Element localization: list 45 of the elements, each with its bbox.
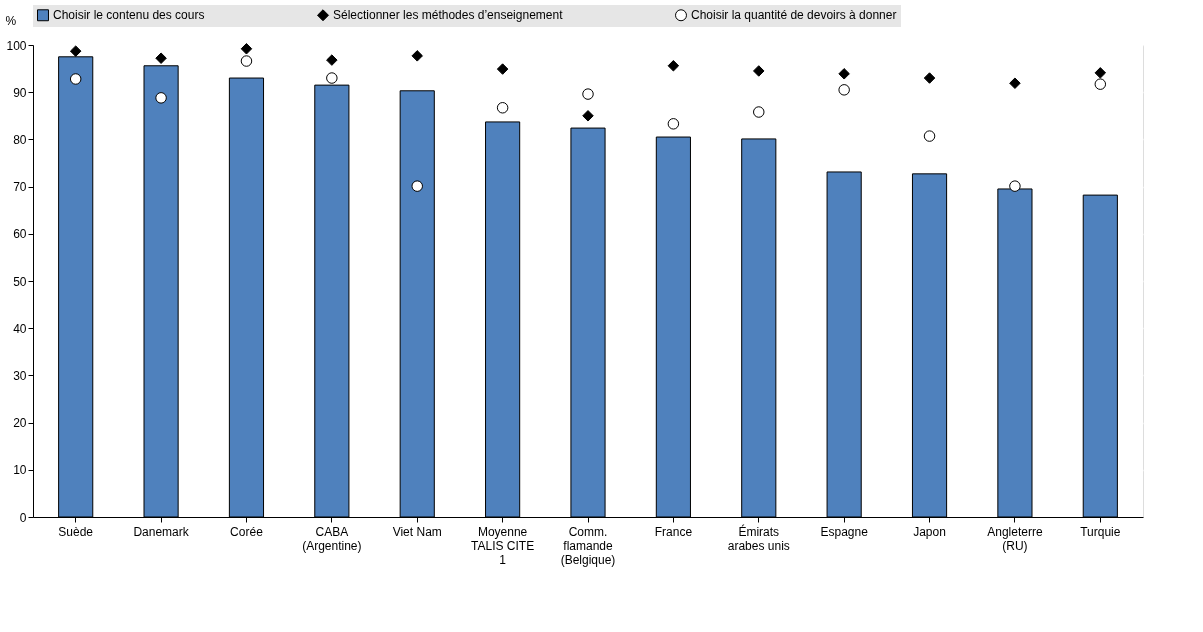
x-tick-label: Japon [913, 524, 946, 539]
point [753, 65, 765, 77]
x-tick-label: France [654, 524, 693, 539]
point [667, 60, 680, 72]
y-tick-label: 80 [13, 132, 27, 147]
point [240, 43, 253, 55]
legend-label: Sélectionner les méthodes d’enseignement [333, 8, 564, 23]
y-tick-label: 20 [13, 416, 27, 431]
point [155, 52, 167, 64]
point [838, 68, 850, 80]
point [496, 63, 509, 75]
point [923, 72, 936, 84]
y-tick-label: 50 [13, 274, 27, 289]
point [582, 110, 594, 122]
y-tick-label: 40 [13, 321, 27, 336]
x-tick-label: Viet Nam [392, 524, 442, 539]
y-tick-label: 10 [13, 463, 27, 478]
x-tick-label: Danemark [133, 524, 190, 539]
point [69, 45, 82, 57]
point [411, 50, 423, 62]
point [411, 180, 423, 192]
y-tick-label: 30 [13, 368, 27, 383]
x-tick-label: Émirats arabes unis [727, 523, 790, 553]
y-tick-label: 0 [19, 510, 27, 525]
x-tick-label: Espagne [820, 524, 869, 539]
x-tick-label: Corée [230, 524, 264, 539]
x-tick-label: Turquie [1080, 524, 1121, 539]
x-tick-label: Suède [58, 524, 94, 539]
point [69, 73, 82, 85]
x-tick-label: CABA (Argentine) [302, 524, 362, 553]
x-tick-label: Angleterre (RU) [987, 524, 1043, 553]
y-axis-title: % [5, 13, 17, 28]
x-tick-label: Moyenne TALIS CITE 1 [471, 524, 535, 567]
point [1094, 67, 1107, 79]
point [1009, 180, 1021, 192]
point [1009, 77, 1021, 89]
x-tick-label: Comm. flamande (Belgique) [560, 524, 616, 567]
y-tick-label: 90 [13, 85, 27, 100]
y-tick-label: 70 [13, 180, 27, 195]
point [155, 92, 167, 104]
y-tick-label: 100 [6, 38, 27, 53]
point [326, 54, 338, 66]
legend-label: Choisir le contenu des cours [53, 8, 205, 23]
legend-label: Choisir la quantité de devoirs à donner [691, 8, 897, 23]
y-tick-label: 60 [13, 227, 27, 242]
